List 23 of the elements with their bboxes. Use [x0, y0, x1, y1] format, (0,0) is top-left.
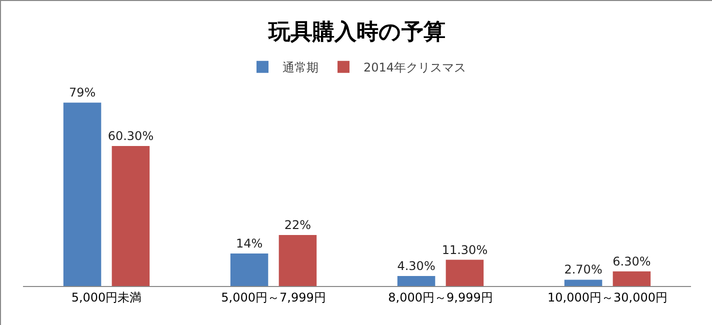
bar [230, 254, 268, 286]
x-tick-label: 5,000円～7,999円 [221, 290, 326, 304]
data-label: 22% [284, 218, 312, 232]
bar [612, 271, 651, 286]
legend-label: 2014年クリスマス [364, 60, 466, 75]
bar [446, 260, 484, 286]
bar [278, 234, 317, 286]
bar [112, 146, 150, 286]
x-tick-label: 5,000円未満 [71, 290, 142, 304]
legend-label: 通常期 [282, 60, 318, 75]
bar [397, 276, 436, 286]
x-tick-label: 10,000円～30,000円 [548, 290, 668, 304]
chart-title: 玩具購入時の予算 [268, 20, 446, 46]
data-label: 60.30% [108, 129, 154, 144]
data-label: 14% [236, 236, 263, 251]
x-tick-label: 8,000円～9,999円 [388, 290, 493, 304]
bar [564, 280, 602, 286]
data-label: 79% [68, 86, 96, 100]
data-label: 6.30% [612, 254, 651, 268]
data-label: 11.30% [442, 242, 488, 257]
bar [63, 102, 102, 286]
data-label: 4.30% [397, 259, 436, 274]
data-label: 2.70% [564, 262, 602, 277]
